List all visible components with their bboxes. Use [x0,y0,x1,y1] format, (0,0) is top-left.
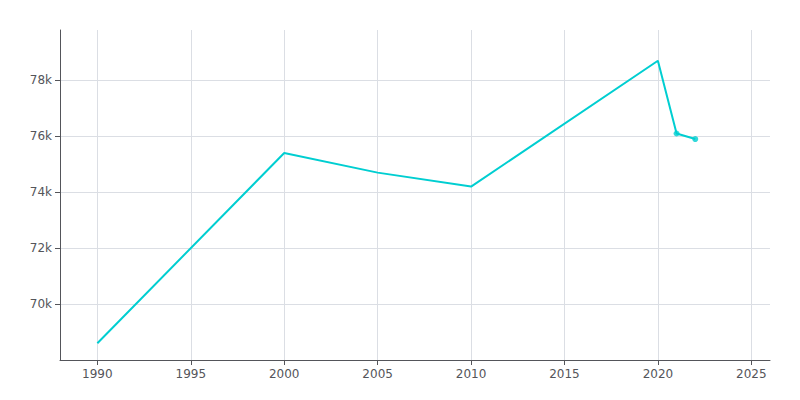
svg-text:2025: 2025 [736,367,767,381]
svg-text:74k: 74k [30,185,52,199]
svg-text:2005: 2005 [362,367,393,381]
svg-text:72k: 72k [30,241,52,255]
svg-text:2015: 2015 [549,367,580,381]
svg-text:78k: 78k [30,73,52,87]
svg-text:1995: 1995 [176,367,207,381]
svg-text:2010: 2010 [456,367,487,381]
svg-text:2020: 2020 [643,367,674,381]
svg-text:70k: 70k [30,297,52,311]
svg-text:2000: 2000 [269,367,300,381]
svg-text:1990: 1990 [82,367,113,381]
svg-text:76k: 76k [30,129,52,143]
